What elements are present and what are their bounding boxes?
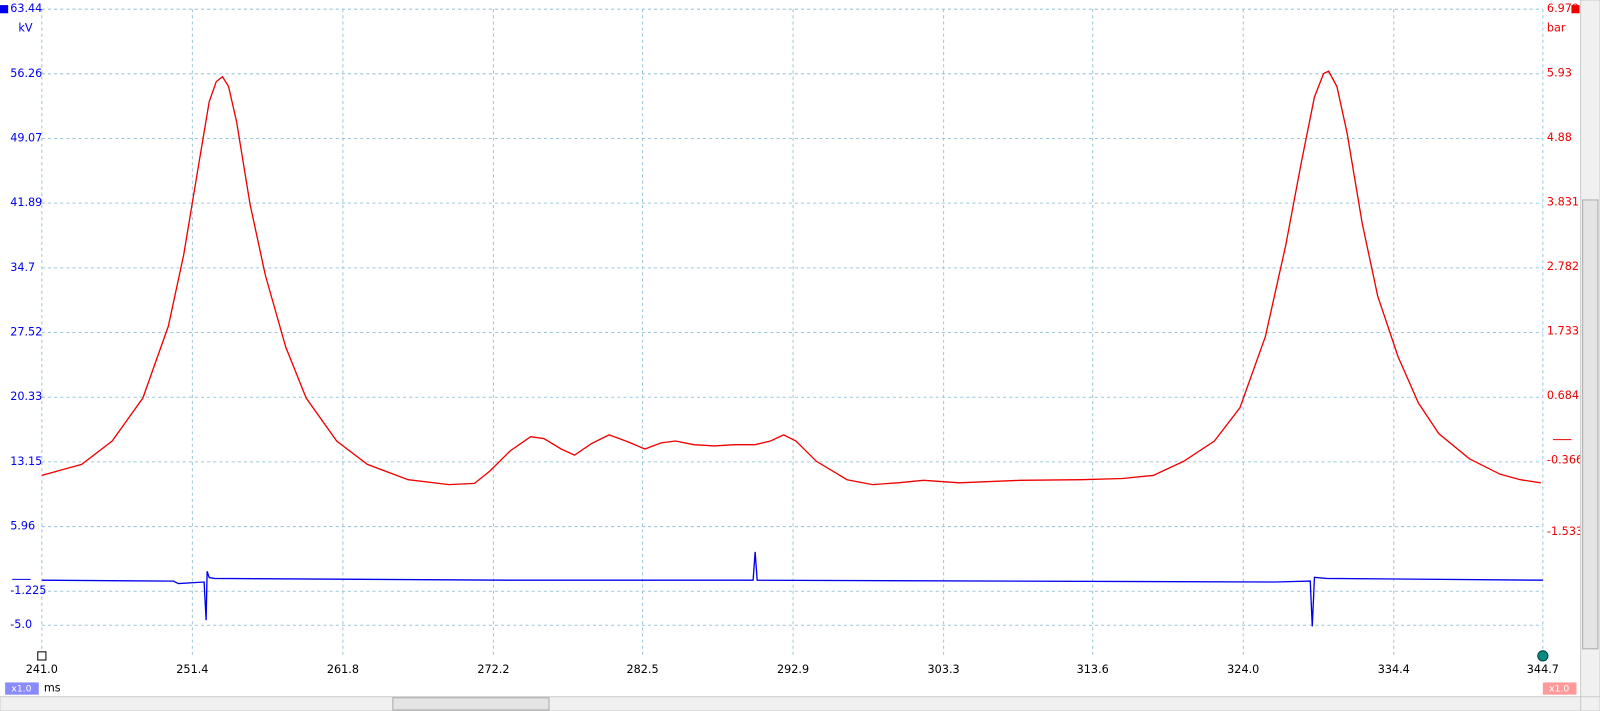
y2-tick-label: 1.733 <box>1547 324 1579 337</box>
y-tick-label: 49.07 <box>10 132 42 145</box>
y2-tick-label: 5.93 <box>1547 67 1572 80</box>
cursor-end[interactable] <box>1537 650 1549 662</box>
y2-tick-label: -1.533 <box>1547 525 1583 538</box>
x-tick-label: 292.9 <box>777 663 809 676</box>
x-tick-label: 241.0 <box>26 663 58 676</box>
y2-scale-badge[interactable] <box>1542 682 1577 695</box>
labels: 241.0 251.4 261.8 272.2 282.5 292.9 303.3 313.6… <box>10 2 1583 676</box>
trace <box>41 70 1541 486</box>
y-scale-label[interactable]: x1.0 <box>11 684 31 695</box>
y-tick-label: -1.225 <box>10 584 46 597</box>
x-tick-label: 344.7 <box>1527 663 1559 676</box>
x-tick-label: 272.2 <box>477 663 509 676</box>
y-axis-marker[interactable] <box>0 5 9 14</box>
cursor-start[interactable] <box>37 651 47 661</box>
y2-tick-label: 4.88 <box>1547 131 1572 144</box>
x-tick-label: 313.6 <box>1077 663 1109 676</box>
x-tick-label: 324.0 <box>1227 663 1259 676</box>
vertical-scroll-thumb[interactable] <box>1582 199 1599 650</box>
traces <box>41 70 1543 627</box>
y-tick-label: 27.52 <box>10 326 42 339</box>
x-tick-label: 282.5 <box>626 663 658 676</box>
trace <box>41 551 1543 627</box>
y-tick-label: 13.15 <box>10 455 42 468</box>
grid <box>41 8 1544 656</box>
x-tick-label: 251.4 <box>176 663 208 676</box>
x-unit: ms <box>44 682 61 695</box>
horizontal-scrollbar[interactable] <box>0 696 1582 711</box>
y2-axis-marker[interactable] <box>1571 5 1580 14</box>
x-tick-label: 261.8 <box>327 663 359 676</box>
y-scale-badge[interactable] <box>5 682 39 695</box>
y2-tick-label: 0.684 <box>1547 389 1579 402</box>
y-tick-label: 56.26 <box>10 67 42 80</box>
x-tick-label: 334.4 <box>1378 663 1410 676</box>
y2-unit: bar <box>1547 22 1566 35</box>
scroll-corner <box>1580 696 1600 711</box>
y-tick-label: 20.33 <box>10 390 42 403</box>
y2-tick-label: 2.782 <box>1547 260 1579 273</box>
y-tick-label: 34.7 <box>10 261 35 274</box>
y-unit: kV <box>18 22 32 35</box>
y-tick-label: 5.96 <box>10 520 35 533</box>
y2-tick-label: 3.831 <box>1547 196 1579 209</box>
y-tick-label: 63.44 <box>10 2 42 15</box>
y2-tick-label: -0.366 <box>1547 453 1583 466</box>
y2-scale-label[interactable]: x1.0 <box>1549 684 1569 695</box>
horizontal-scroll-thumb[interactable] <box>392 697 550 711</box>
y-tick-label: 41.89 <box>10 196 42 209</box>
y-tick-label: -5.0 <box>10 618 32 631</box>
y2-tick-label: 6.979 <box>1547 2 1579 15</box>
plot-background <box>0 0 1581 697</box>
x-tick-label: 303.3 <box>928 663 960 676</box>
